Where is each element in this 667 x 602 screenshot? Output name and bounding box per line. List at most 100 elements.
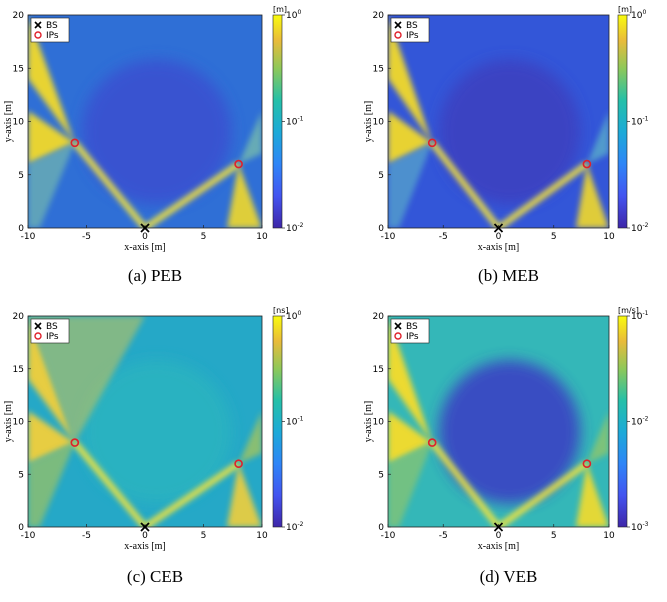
ip-marker-1 (70, 138, 80, 148)
heatmap-wedge-lower-left (388, 142, 433, 228)
panel-caption: (b) MEB (478, 266, 539, 285)
x-axis-label: x-axis [m] (124, 242, 165, 253)
heatmap-wedge-lower-right (575, 463, 609, 527)
colorbar-gradient (272, 315, 283, 528)
x-tick-label: 10 (256, 531, 268, 541)
legend-label: BS (406, 322, 418, 332)
heatmap-wedge-left (28, 110, 75, 165)
ridge-bs-ip1 (429, 440, 501, 527)
y-axis-label: y-axis [m] (363, 101, 374, 142)
ridge-bs-ip1 (429, 140, 501, 228)
ridge-bs-ip2 (496, 161, 589, 228)
colorbar-unit: [m/s] (618, 306, 639, 315)
colorbar-tick-label: 10-1 (631, 116, 649, 128)
legend-marker-bs (394, 21, 402, 29)
heatmap-wedge-right (586, 410, 609, 464)
colorbar-tick-label: 10-2 (286, 222, 304, 234)
ridge-bs-ip1 (72, 140, 148, 228)
y-tick-label: 10 (13, 118, 25, 128)
heatmap-low-region (81, 59, 232, 205)
legend-label: IPs (406, 31, 419, 41)
colorbar: 100 10-1 10-2 [ns] (272, 306, 304, 533)
x-tick-label: 5 (551, 531, 557, 541)
x-tick-label: 10 (603, 531, 615, 541)
x-tick-label: -5 (439, 232, 448, 242)
ridge-bs-ip2 (143, 161, 241, 228)
heatmap-low-region (438, 360, 581, 504)
ip-marker-2 (582, 159, 592, 169)
y-tick-label: 5 (378, 171, 384, 181)
legend-label: IPs (406, 332, 419, 342)
bs-marker (140, 223, 150, 233)
x-tick-label: 0 (496, 531, 502, 541)
panel-caption: (d) VEB (480, 567, 538, 586)
colorbar-gradient (617, 14, 628, 229)
colorbar-tick-label: 10-2 (286, 521, 304, 533)
colorbar-tick-label: 100 (286, 310, 301, 322)
y-tick-label: 15 (373, 365, 384, 375)
colorbar-gradient (272, 14, 283, 229)
y-tick-label: 10 (373, 118, 385, 128)
x-tick-label: 0 (142, 531, 148, 541)
x-tick-label: 10 (603, 232, 615, 242)
x-tick-label: -5 (82, 531, 91, 541)
x-tick-label: 5 (201, 531, 207, 541)
x-axis-label: x-axis [m] (478, 541, 519, 552)
legend-marker-ips (34, 332, 42, 340)
x-axis-label: x-axis [m] (124, 541, 165, 552)
ip-marker-1 (427, 138, 437, 148)
colorbar-unit: [ns] (273, 306, 288, 315)
x-axis-label: x-axis [m] (478, 242, 519, 253)
bs-marker (493, 223, 504, 233)
x-tick-label: 0 (142, 232, 148, 242)
heatmap-wedge-upper-left (388, 316, 433, 443)
ip-marker-2 (234, 159, 243, 169)
y-tick-label: 5 (378, 470, 384, 480)
x-tick-label: 10 (256, 232, 268, 242)
x-tick-label: -10 (21, 531, 36, 541)
legend-marker-bs (34, 322, 42, 330)
legend-marker-ips (394, 332, 402, 340)
colorbar-tick-label: 10-1 (631, 310, 649, 322)
colorbar-unit: [m] (273, 5, 287, 14)
colorbar-tick-label: 10-3 (631, 521, 649, 533)
x-tick-label: -5 (82, 232, 91, 242)
ip-marker-1 (70, 438, 80, 447)
colorbar: 100 10-1 10-2 [m] (617, 5, 649, 234)
heatmap-2 (388, 15, 609, 228)
heatmap-wedge-upper-left (388, 15, 433, 143)
heatmap-wedge-lower-left (28, 142, 75, 228)
x-tick-label: 5 (201, 232, 207, 242)
heatmap-wedge-lower-right (575, 164, 609, 228)
heatmap-wedge-left (388, 110, 433, 165)
heatmap-wedge-top (28, 316, 145, 443)
y-tick-label: 15 (13, 64, 24, 74)
ip-marker-1 (427, 438, 437, 447)
heatmap-wedge-lower-right (226, 164, 262, 228)
legend-label: IPs (46, 31, 59, 41)
x-tick-label: -5 (439, 531, 448, 541)
colorbar-gradient (617, 315, 628, 528)
ip-marker-2 (582, 459, 592, 469)
heatmap-wedge-lower-left (388, 442, 433, 527)
y-tick-label: 10 (373, 418, 385, 428)
panel-caption: (a) PEB (128, 266, 182, 285)
legend-label: BS (46, 21, 58, 31)
y-tick-label: 20 (373, 11, 385, 21)
heatmap-wedge-right (238, 110, 262, 165)
panel-caption: (c) CEB (127, 567, 183, 586)
ridge-bs-ip1 (72, 440, 148, 527)
heatmap-1 (28, 15, 262, 228)
heatmap-wedge-left (388, 410, 433, 464)
colorbar-tick-label: 10-2 (631, 222, 649, 234)
y-tick-label: 15 (13, 365, 24, 375)
heatmap-wedge-right (238, 410, 262, 464)
y-tick-label: 0 (378, 523, 384, 533)
bs-marker (140, 522, 150, 532)
colorbar-tick-label: 100 (286, 9, 301, 21)
